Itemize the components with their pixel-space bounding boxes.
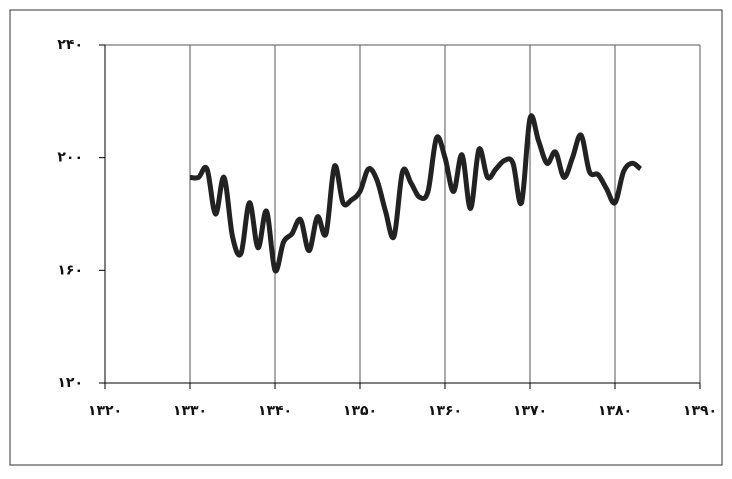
y-tick-label: ۱۶۰ bbox=[57, 262, 83, 278]
x-tick-label: ۱۳۴۰ bbox=[258, 403, 292, 419]
x-tick-label: ۱۳۲۰ bbox=[88, 403, 122, 419]
x-tick-label: ۱۳۵۰ bbox=[343, 403, 377, 419]
x-tick-label: ۱۳۳۰ bbox=[173, 403, 207, 419]
x-tick-label: ۱۳۹۰ bbox=[683, 403, 717, 419]
y-tick-label: ۲۴۰ bbox=[57, 37, 83, 53]
x-tick-label: ۱۳۶۰ bbox=[428, 403, 462, 419]
data-line bbox=[189, 113, 643, 274]
y-tick-label: ۱۲۰ bbox=[57, 375, 83, 391]
x-tick-label: ۱۳۷۰ bbox=[513, 403, 547, 419]
y-tick-label: ۲۰۰ bbox=[57, 150, 83, 166]
frame bbox=[9, 9, 723, 466]
x-tick-label: ۱۳۸۰ bbox=[598, 403, 632, 419]
